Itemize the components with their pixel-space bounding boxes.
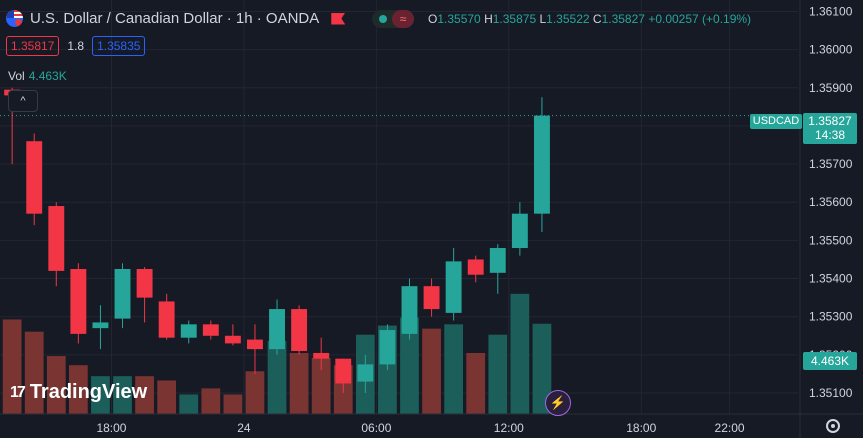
crosshair-target-icon[interactable] [826, 419, 840, 433]
open-label: O [428, 12, 438, 26]
volume-bar [422, 328, 441, 414]
candle-body[interactable] [224, 335, 241, 344]
volume-bar [466, 353, 486, 414]
volume-bar [245, 371, 265, 414]
time-axis-tick-label: 24 [237, 421, 251, 435]
last-price-tag: 1.35827 14:38 [803, 113, 857, 144]
volume-bar [157, 380, 177, 414]
volume-label: Vol [8, 69, 25, 83]
last-price-value: 1.35827 [808, 114, 852, 128]
candle-body[interactable] [70, 269, 87, 334]
symbol-title-row[interactable]: U.S. Dollar / Canadian Dollar · 1h · OAN… [6, 10, 346, 27]
time-axis-tick-label: 22:00 [715, 421, 745, 435]
candle-body[interactable] [511, 213, 528, 249]
wave-icon[interactable]: ≈ [392, 10, 414, 28]
change-value: +0.00257 (+0.19%) [648, 12, 752, 26]
time-axis-tick-label: 06:00 [361, 421, 391, 435]
candle-body[interactable] [48, 206, 65, 271]
time-axis-tick-label: 18:00 [96, 421, 126, 435]
spread-value: 1.8 [67, 39, 85, 53]
red-tag-icon[interactable] [331, 12, 346, 25]
candle-body[interactable] [291, 309, 308, 352]
candle-body[interactable] [92, 322, 109, 329]
collapse-legend-button[interactable]: ^ [8, 90, 38, 112]
candle-body[interactable] [357, 364, 374, 382]
volume-price-tag: 4.463K [803, 352, 857, 370]
bid-ask-row: 1.35817 1.8 1.35835 [6, 36, 146, 56]
price-axis-tick-label: 1.35700 [809, 157, 853, 171]
indicator-toggle[interactable]: ≈ [372, 10, 414, 28]
volume-bar [91, 376, 110, 414]
tradingview-logo-text: TradingView [29, 381, 148, 403]
low-label: L [539, 12, 547, 26]
volume-bar [68, 365, 88, 414]
open-value: 1.35570 [437, 12, 481, 26]
ohlc-values: O1.35570 H1.35875 L1.35522 C1.35827 +0.0… [428, 12, 751, 26]
candle-body[interactable] [335, 358, 352, 384]
volume-bar [444, 324, 464, 414]
price-axis-tick-label: 1.36000 [809, 43, 853, 57]
price-axis-tick-label: 1.36100 [809, 4, 853, 18]
tradingview-logo[interactable]: 17 TradingView [10, 381, 147, 404]
candle-body[interactable] [158, 301, 175, 338]
volume-bar [510, 293, 530, 414]
price-axis-tick-label: 1.35600 [809, 195, 853, 209]
time-axis-tick-label: 12:00 [494, 421, 524, 435]
price-axis-tick-label: 1.35100 [809, 386, 853, 400]
candle-body[interactable] [445, 261, 462, 313]
price-axis-tick-label: 1.35500 [809, 233, 853, 247]
candle-body[interactable] [489, 248, 506, 273]
symbol-price-label: USDCAD [750, 114, 802, 129]
symbol-title: U.S. Dollar / Canadian Dollar · 1h · OAN… [30, 10, 320, 27]
volume-legend[interactable]: Vol 4.463K [8, 69, 67, 83]
buy-button[interactable]: 1.35835 [92, 36, 146, 56]
volume-bar [179, 394, 199, 414]
bar-countdown: 14:38 [814, 128, 846, 142]
candle-body[interactable] [401, 286, 418, 334]
volume-bar [113, 376, 132, 414]
candle-body[interactable] [202, 324, 219, 336]
candle-body[interactable] [26, 141, 43, 214]
volume-value: 4.463K [28, 69, 67, 83]
candle-body[interactable] [313, 352, 330, 359]
volume-bar [24, 331, 44, 414]
volume-bar [400, 317, 419, 414]
volume-bar [135, 376, 154, 414]
high-value: 1.35875 [492, 12, 537, 26]
candle-body[interactable] [467, 259, 484, 275]
close-value: 1.35827 [601, 12, 645, 26]
sell-button[interactable]: 1.35817 [6, 36, 60, 56]
time-axis-tick-label: 18:00 [626, 421, 656, 435]
volume-bar [267, 340, 287, 414]
volume-bar [223, 394, 243, 414]
candle-body[interactable] [180, 324, 197, 338]
status-dot-icon [379, 15, 387, 23]
candle-body[interactable] [136, 269, 153, 298]
volume-bar [46, 356, 66, 414]
close-label: C [592, 12, 602, 26]
candle-body[interactable] [379, 330, 396, 365]
candle-body[interactable] [114, 269, 131, 319]
chart-legend: U.S. Dollar / Canadian Dollar · 1h · OAN… [0, 0, 800, 120]
volume-bar [201, 388, 221, 414]
volume-bar [289, 353, 309, 414]
price-axis-tick-label: 1.35300 [809, 310, 853, 324]
low-value: 1.35522 [546, 12, 590, 26]
volume-bar [311, 357, 331, 414]
price-axis-tick-label: 1.35900 [809, 81, 853, 95]
volume-bar [2, 319, 22, 414]
lightning-icon[interactable]: ⚡ [545, 390, 571, 416]
candle-body[interactable] [247, 339, 263, 350]
volume-bar [532, 323, 552, 414]
volume-bar [488, 334, 508, 414]
candle-body[interactable] [533, 115, 550, 214]
candle-body[interactable] [269, 309, 285, 350]
high-label: H [484, 12, 493, 26]
us-flag-icon [6, 10, 23, 27]
price-axis-tick-label: 1.35400 [809, 272, 853, 286]
candle-body[interactable] [423, 286, 440, 310]
tradingview-logo-icon: 17 [10, 383, 26, 401]
